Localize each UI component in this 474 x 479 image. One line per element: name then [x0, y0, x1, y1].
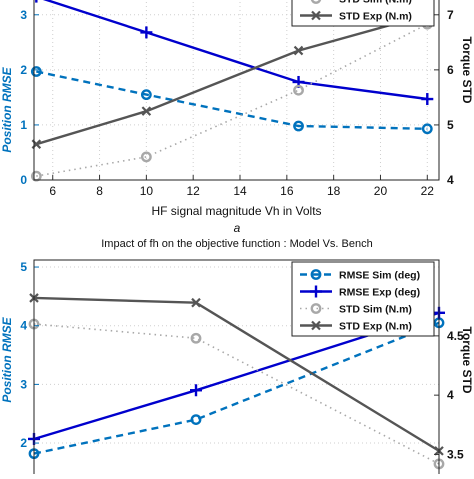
p2-legend-marker-0: [310, 269, 322, 280]
p1-ytick-right-label-3: 7: [447, 8, 454, 22]
p2-legend-label-0: RMSE Sim (deg): [339, 270, 420, 282]
p1-legend-box: [291, 0, 435, 27]
p1-xtick-label-5: 16: [280, 184, 294, 198]
p1-ytick-right-label-1: 5: [447, 118, 454, 132]
p1-series-2-line: [36, 23, 428, 177]
p1-xtick-label-8: 22: [421, 184, 435, 198]
p1-ytick-right-label-2: 6: [447, 63, 454, 77]
p2-series-3-point-1-b: [191, 297, 201, 308]
p1-xtick-label-6: 18: [327, 184, 341, 198]
p2-series-2-point-1: [190, 332, 202, 344]
p1-series-3-point-1-b: [141, 106, 152, 116]
p2-legend-label-2: STD Sim (N.m): [339, 304, 412, 316]
p1-legend-marker-1: [311, 10, 321, 21]
p1-series-1-line: [42, 0, 428, 101]
p2-series-0-line: [33, 321, 440, 455]
p2-legend-marker-2: [310, 303, 322, 314]
p2-legend-marker-3: [311, 320, 321, 331]
p2-ytick-left-label-3: 5: [20, 260, 27, 274]
p2-legend-label-3: STD Exp (N.m): [339, 321, 412, 333]
p1-series-group: [30, 0, 434, 182]
p1-series-0-point-2: [293, 120, 304, 132]
p1-xlabel: HF signal magnitude Vh in Volts: [151, 204, 321, 218]
p1-series-2-point-1: [140, 151, 152, 163]
p1-xtick-label-7: 20: [374, 184, 388, 198]
p1-legend-label-1: STD Exp (N.m): [339, 11, 412, 23]
p1-ytick-left-label-2: 2: [20, 63, 27, 77]
p2-legend-marker-3-b: [311, 320, 321, 331]
p2-series-1-point-1: [190, 384, 202, 397]
p2-title: Impact of fh on the objective function :…: [101, 238, 373, 250]
p1-series-0-point-3: [421, 123, 433, 135]
p1-xtick-label-3: 12: [187, 184, 201, 198]
p2-series-0-point-1: [190, 414, 202, 425]
p1-xtick-label-2: 10: [140, 184, 154, 198]
p1-panel-label: a: [234, 221, 241, 235]
p2-ytick-left-label-0: 2: [20, 436, 27, 450]
p1-series-3-point-2-b: [293, 45, 304, 56]
p1-ylabel-left: Position RMSE: [0, 66, 14, 152]
p2-series-3-point-1: [191, 297, 201, 308]
p1-plot-frame: [33, 0, 440, 181]
p2-ytick-right-label-0: 3.5: [447, 447, 464, 461]
p1-ytick-right-label-0: 4: [447, 173, 454, 187]
p2-ylabel-left: Position RMSE: [0, 316, 14, 402]
p2-legend-label-1: RMSE Exp (deg): [339, 287, 420, 299]
p1-ytick-left-label-0: 0: [20, 173, 27, 187]
p2-plot-frame: [33, 259, 440, 479]
axes-layer: [33, 0, 440, 479]
p1-ytick-left-label-3: 3: [20, 8, 27, 22]
series-layer: [28, 0, 445, 470]
p1-series-3-point-1: [141, 106, 152, 116]
p1-series-2-point-2: [293, 84, 304, 96]
p1-xtick-label-0: 6: [49, 184, 56, 198]
p2-ytick-right-label-2: 4.5: [447, 329, 464, 343]
p1-ytick-left-label-1: 1: [20, 118, 27, 132]
legend-layer: STD Sim (N.m) STD Exp (N.m) RMSE Sim (deg)…: [291, 0, 435, 337]
p2-ylabel-right: Torque STD: [460, 326, 474, 393]
p1-xtick-label-4: 14: [233, 184, 247, 198]
p2-ytick-left-label-2: 4: [20, 319, 27, 333]
p1-series-0-point-0: [30, 66, 42, 77]
p1-series-3-point-2: [293, 45, 304, 56]
p1-ylabel-right: Torque STD: [460, 36, 474, 103]
p1-series-3-line: [35, 13, 428, 146]
p1-xtick-label-1: 8: [96, 184, 103, 198]
p1-legend-label-0: STD Sim (N.m): [339, 0, 412, 6]
p1-series-1-point-0: [35, 0, 38, 3]
p1-series-0-point-1: [140, 89, 152, 101]
p1-legend-marker-1-b: [311, 10, 321, 21]
p1-series-1-point-1: [140, 26, 153, 39]
p2-ytick-left-label-1: 3: [20, 377, 27, 391]
p1-legend-marker-0: [310, 0, 322, 4]
p1-series-1-point-3: [421, 93, 434, 106]
p2-ytick-right-label-1: 4: [447, 388, 454, 402]
p2-legend-marker-1: [310, 285, 322, 298]
